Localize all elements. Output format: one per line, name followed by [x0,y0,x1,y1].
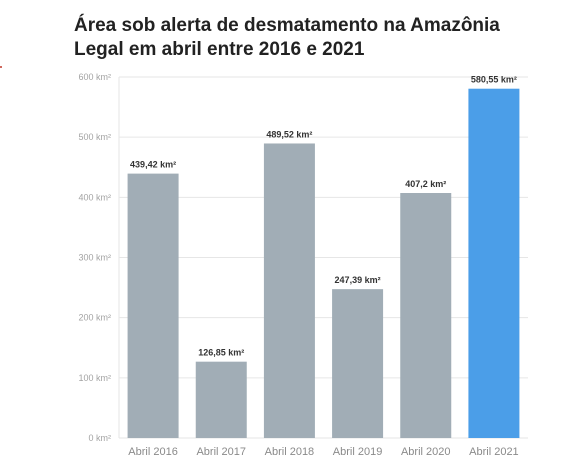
x-category-label: Abril 2019 [333,446,383,458]
chart-title: Área sob alerta de desmatamento na Amazô… [74,15,500,60]
x-category-label: Abril 2017 [196,446,246,458]
y-axis-ticks: 0 km² 100 km² 200 km² 300 km² 400 km² 500 km²… [78,72,111,443]
data-label: 580,55 km² [471,75,517,85]
data-labels: 439,42 km² 126,85 km² 489,52 km² 247,39 km²… [130,75,517,358]
data-label: 489,52 km² [266,129,312,139]
y-tick-label: 400 km² [78,192,111,202]
bars [127,88,520,438]
data-label: 439,42 km² [130,160,176,170]
bar [332,289,384,438]
data-label: 126,85 km² [198,348,244,358]
y-tick-label: 300 km² [78,253,111,263]
data-label: 247,39 km² [335,275,381,285]
x-category-label: Abril 2018 [265,446,315,458]
y-tick-label: 500 km² [78,132,111,142]
x-category-label: Abril 2020 [401,446,451,458]
bar [127,173,179,438]
x-axis-categories: Abril 2016 Abril 2017 Abril 2018 Abril 2019… [128,446,518,458]
bar [468,88,520,438]
y-tick-label: 600 km² [78,72,111,82]
y-tick-label: 100 km² [78,373,111,383]
bar [263,143,315,438]
data-label: 407,2 km² [405,179,446,189]
x-category-label: Abril 2021 [469,446,519,458]
x-category-label: Abril 2016 [128,446,178,458]
bar [400,193,452,438]
y-tick-label: 0 km² [89,433,112,443]
y-tick-label: 200 km² [78,313,111,323]
bar [195,361,247,438]
red-dot-marker [0,66,2,68]
gridlines [118,76,528,439]
